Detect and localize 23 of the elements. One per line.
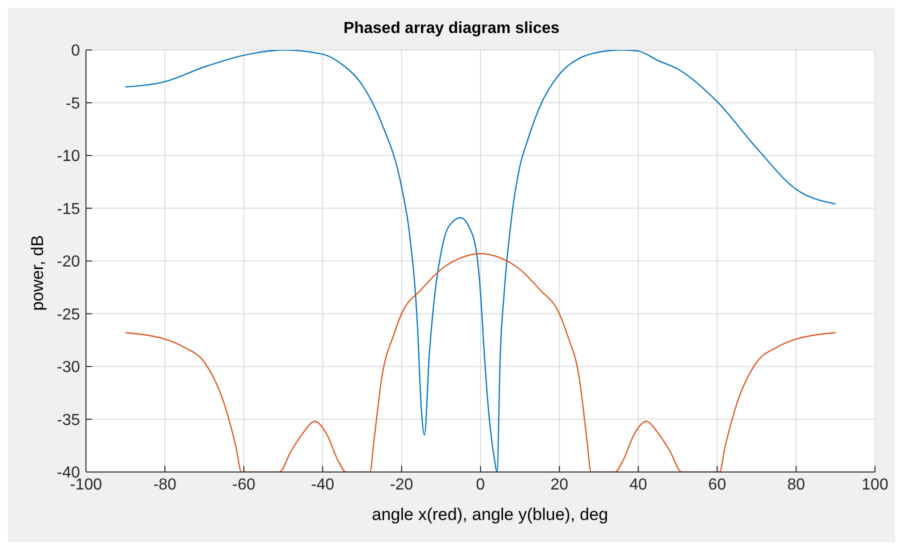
x-tick-label: 80: [787, 476, 806, 494]
line-series: [124, 50, 836, 472]
x-tick-label: -60: [232, 476, 256, 494]
x-axis-title: angle x(red), angle y(blue), deg: [370, 505, 610, 525]
y-tick-label: -30: [56, 359, 80, 376]
x-tick-label: -80: [153, 476, 177, 494]
y-axis-title: power, dB: [28, 235, 48, 311]
x-tick-label: 0: [476, 476, 486, 494]
y-tick-label: -15: [56, 200, 80, 218]
x-tick-label: 20: [550, 476, 568, 494]
y-tick-label: -10: [56, 148, 80, 166]
line-series: [124, 253, 836, 472]
y-tick-label: -20: [56, 254, 80, 271]
y-tick-label: -35: [56, 412, 80, 429]
x-tick-label: 100: [862, 476, 888, 494]
chart-title: Phased array diagram slices: [342, 20, 561, 38]
x-tick-label: -20: [390, 476, 414, 494]
x-tick-label: 60: [708, 476, 726, 494]
y-tick-label: 0: [71, 42, 80, 60]
y-tick-label: -25: [56, 306, 80, 324]
x-tick-label: -40: [311, 476, 334, 494]
y-tick-label: -5: [66, 95, 80, 112]
x-tick-label: 40: [629, 476, 648, 494]
